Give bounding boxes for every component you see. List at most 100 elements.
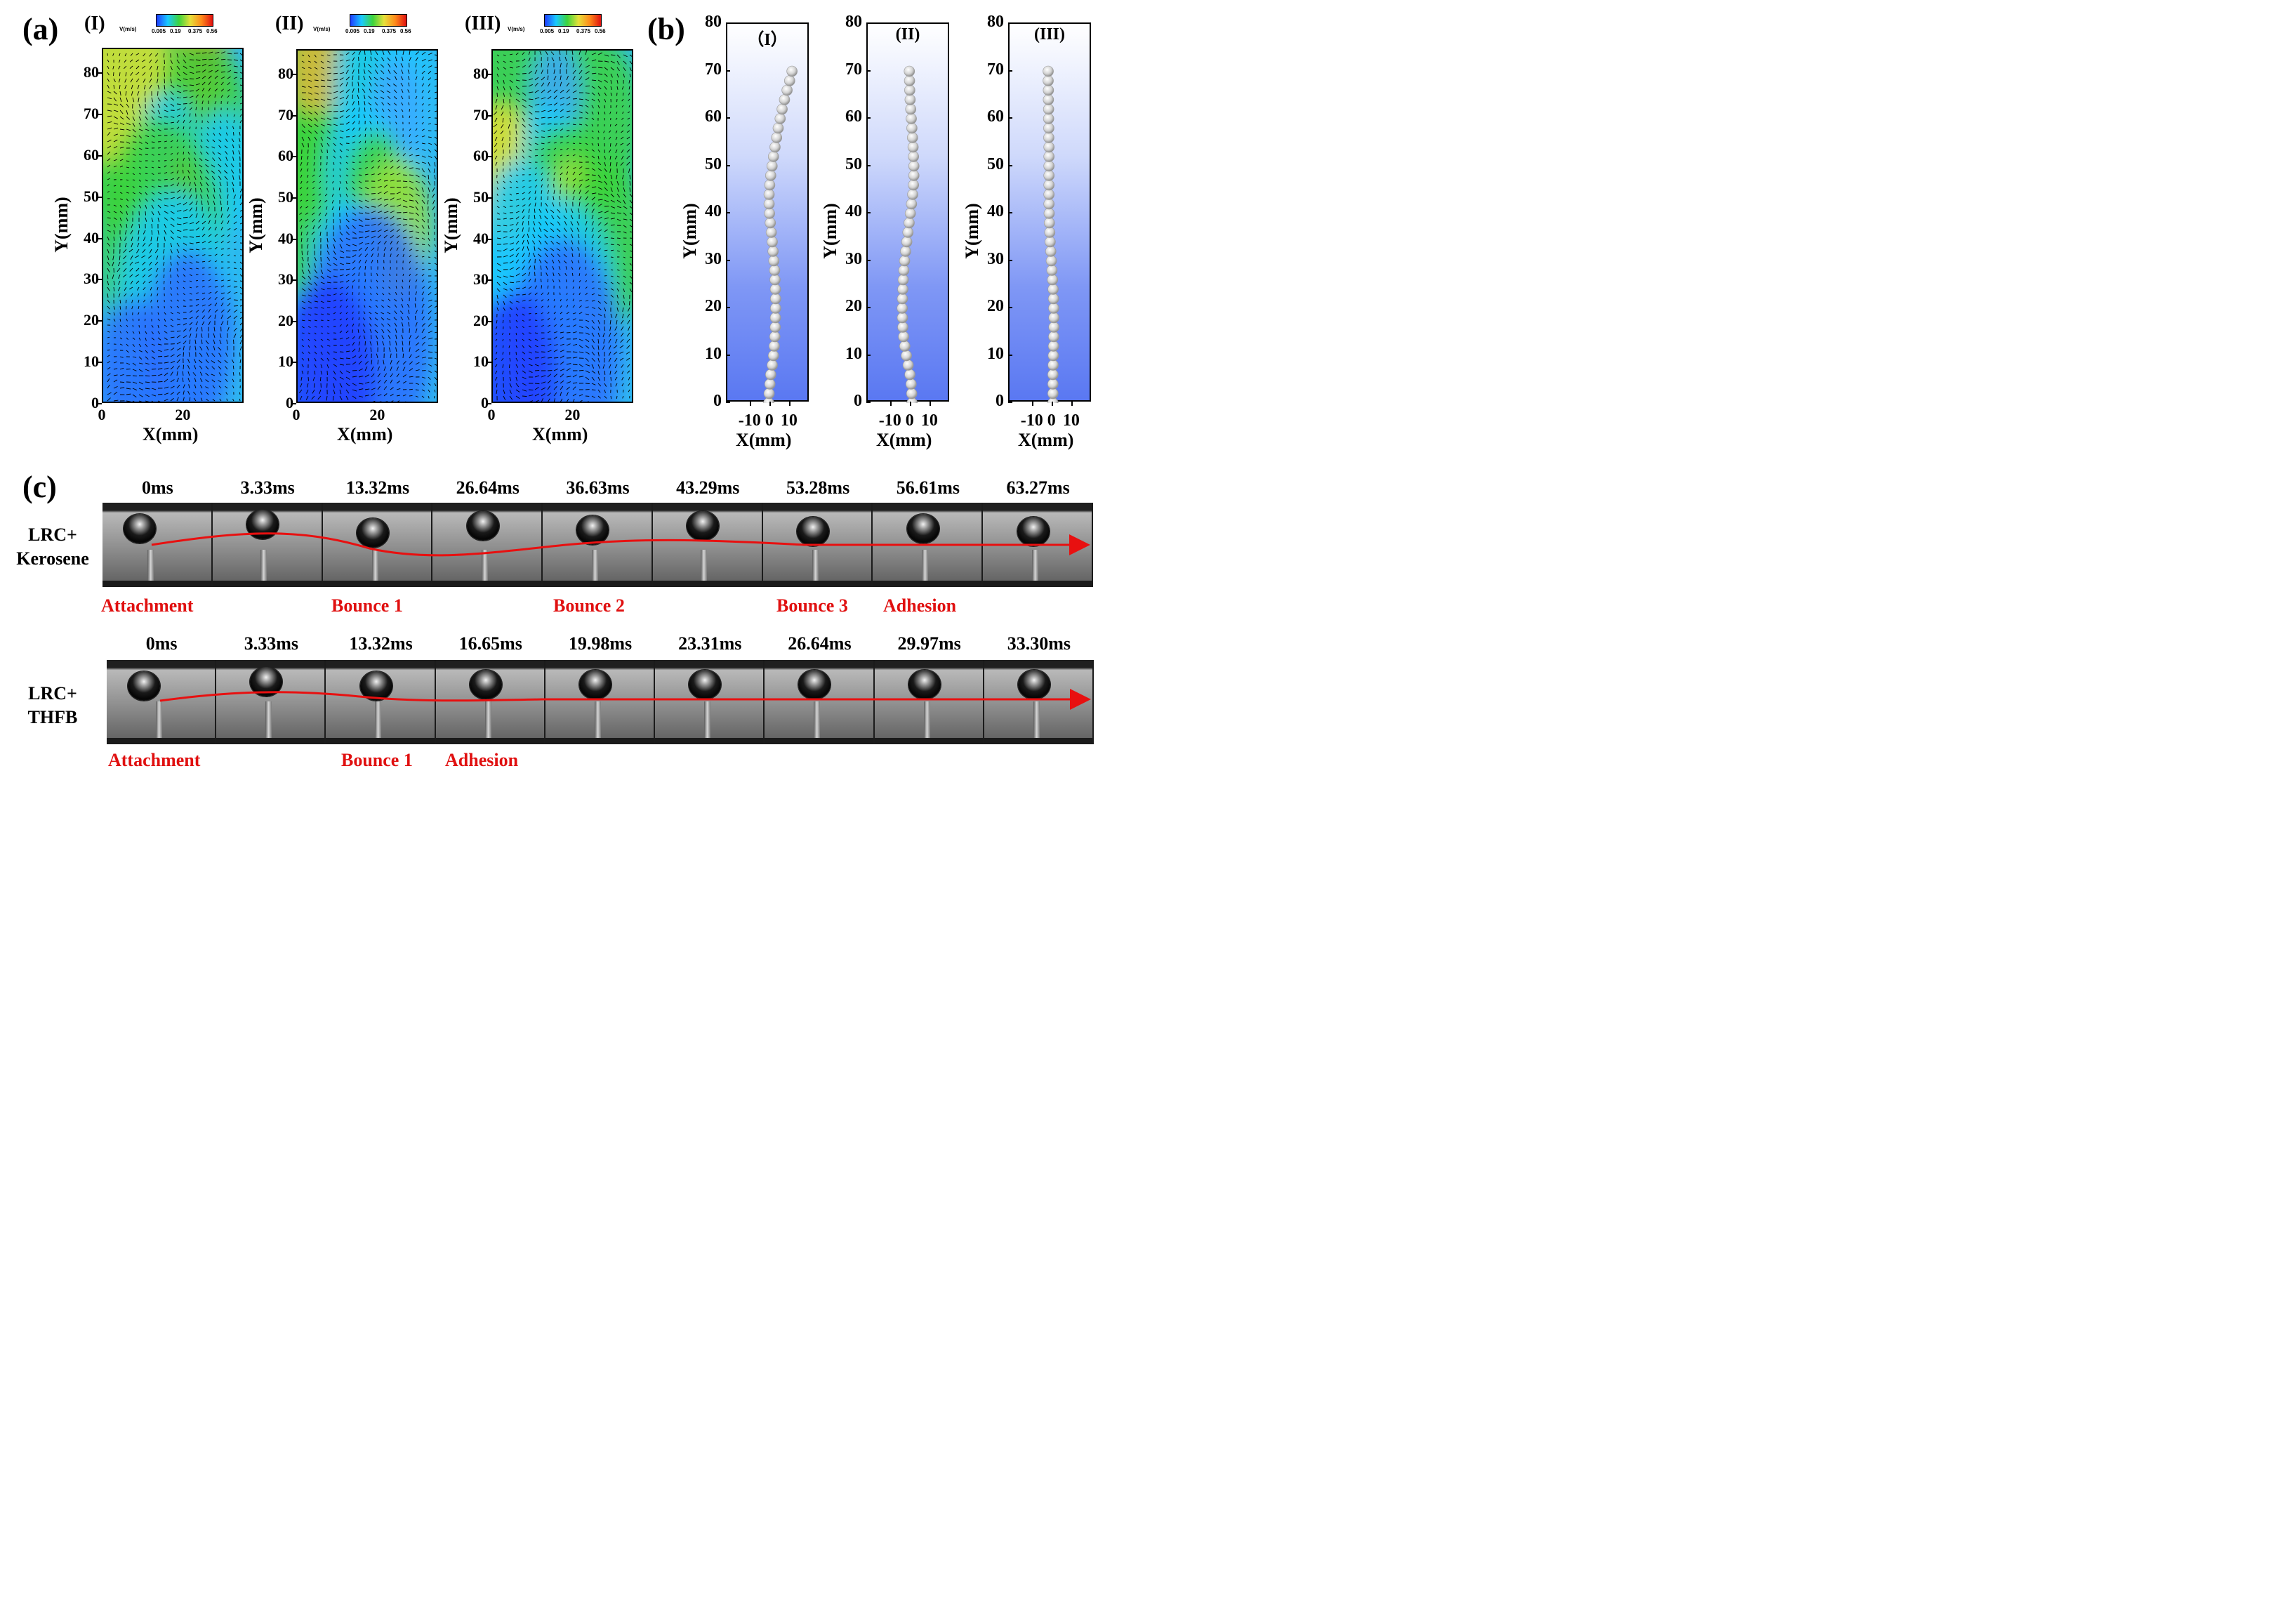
- frame-bottom-bar-2-0: [107, 738, 216, 744]
- colorbar-tick-2-0: 0.005: [345, 28, 360, 34]
- trajectory-point-3-14: [1046, 265, 1058, 276]
- trajectory-point-3-17: [1045, 236, 1056, 248]
- time-label-1-1: 3.33ms: [240, 477, 295, 498]
- trajectory-point-2-2: [906, 378, 917, 390]
- panel-b-3-ytick: 40: [987, 202, 1004, 220]
- panel-a-3-ytick-mark: [488, 156, 491, 158]
- event-label-2-1: Bounce 1: [341, 750, 413, 770]
- trajectory-point-3-28: [1043, 132, 1054, 143]
- colorbar-2: [350, 14, 407, 27]
- trajectory-point-3-24: [1043, 170, 1054, 181]
- panel-a-subpanel-label-3: (III): [465, 13, 501, 34]
- panel-a-3-ytick-mark: [488, 279, 491, 282]
- velocity-field-3: [491, 49, 633, 403]
- panel-b-1-ytick: 80: [705, 13, 722, 31]
- panel-b-1-ytick-mark: [726, 70, 730, 72]
- trajectory-point-1-28: [771, 132, 783, 143]
- trajectory-point-1-30: [774, 113, 786, 124]
- trajectory-plot-2: [866, 22, 949, 403]
- trajectory-arrow-svg-1: [151, 532, 1090, 557]
- panel-b-2-ytick-mark: [866, 354, 871, 356]
- trajectory-point-3-3: [1047, 369, 1059, 381]
- panel-a-1-ylabel: Y(mm): [51, 197, 72, 253]
- colorbar-tick-2-1: 0.19: [364, 28, 375, 34]
- trajectory-point-3-9: [1048, 312, 1060, 324]
- panel-a-1-ytick-mark: [98, 237, 102, 239]
- droplet-1-8: [1017, 517, 1050, 546]
- panel-a-2-ytick: 80: [278, 65, 293, 83]
- panel-a-1-ytick: 80: [84, 63, 99, 81]
- event-label-1-4: Adhesion: [883, 595, 957, 616]
- droplet-2-7: [908, 670, 941, 699]
- trajectory-point-2-27: [907, 141, 919, 153]
- panel-b-1-ytick: 50: [705, 154, 722, 173]
- trajectory-point-3-35: [1043, 65, 1054, 77]
- panel-b-2-ytick-mark: [866, 259, 871, 261]
- trajectory-point-2-12: [897, 284, 908, 295]
- panel-a-2-ytick: 60: [278, 147, 293, 165]
- trajectory-arrow-svg-2: [159, 689, 1091, 710]
- panel-a-2-ytick: 50: [278, 187, 293, 206]
- trajectory-point-1-8: [769, 322, 781, 333]
- trajectory-point-1-19: [765, 217, 776, 229]
- droplet-2-3: [469, 670, 502, 699]
- trajectory-point-1-20: [764, 208, 775, 219]
- trajectory-point-3-22: [1043, 189, 1054, 200]
- panel-b-2-xlabel: X(mm): [876, 430, 932, 450]
- event-label-2-0: Attachment: [108, 750, 201, 770]
- panel-b-label: (b): [647, 12, 685, 46]
- trajectory-point-3-32: [1043, 94, 1054, 105]
- row-label-1-line2: Kerosene: [16, 548, 89, 569]
- needle-2-7: [923, 701, 930, 738]
- velocity-field-1: [102, 48, 244, 403]
- trajectory-point-1-35: [786, 65, 798, 77]
- panel-b-3-ytick: 10: [987, 344, 1004, 363]
- panel-b-1-xtick: 0: [765, 411, 774, 430]
- trajectory-point-3-20: [1043, 208, 1055, 219]
- colorbar-1: [156, 14, 213, 27]
- frame-2-0: [107, 660, 217, 744]
- droplet-1-5: [687, 511, 720, 541]
- trajectory-point-1-1: [763, 388, 775, 400]
- frame-bottom-bar-1-1: [212, 581, 322, 587]
- trajectory-point-2-25: [908, 160, 920, 172]
- trajectory-point-2-3: [904, 369, 915, 381]
- panel-b-3-xtick: 0: [1047, 411, 1056, 430]
- frame-bottom-bar-2-1: [216, 738, 325, 744]
- panel-b-3-xtick-mark: [1051, 402, 1053, 406]
- panel-a-3-ytick: 60: [473, 147, 489, 165]
- frame-bottom-bar-1-7: [873, 581, 982, 587]
- trajectory-point-3-15: [1045, 255, 1057, 267]
- trajectory-point-1-31: [776, 103, 788, 115]
- trajectory-point-1-21: [763, 198, 775, 210]
- panel-a-3-ytick-mark: [488, 320, 491, 322]
- panel-a-3-ytick-mark: [488, 403, 491, 404]
- trajectory-point-3-12: [1047, 284, 1059, 295]
- panel-b-1-ytick-mark: [726, 117, 730, 119]
- panel-a-2-ytick-mark: [293, 362, 296, 364]
- panel-b-3-ytick-mark: [1008, 259, 1012, 261]
- panel-b-1-ytick: 70: [705, 60, 722, 79]
- panel-a-2-xtick: 0: [292, 406, 300, 423]
- needle-2-8: [1033, 701, 1040, 738]
- trajectory-arrow-2: [159, 689, 1091, 710]
- trajectory-svg-3: [1043, 65, 1060, 403]
- panel-b-1-xtick-mark: [769, 402, 771, 406]
- droplet-2-2: [359, 671, 392, 701]
- trajectory-point-1-10: [770, 303, 781, 314]
- needle-1-1: [260, 550, 267, 581]
- time-label-1-0: 0ms: [141, 477, 173, 498]
- trajectory-point-1-32: [779, 94, 791, 105]
- needle-1-6: [812, 550, 819, 581]
- trajectory-point-3-31: [1043, 103, 1054, 115]
- panel-a-3-ytick: 70: [473, 105, 489, 124]
- panel-a-3-ytick: 20: [473, 311, 489, 329]
- panel-b-3-ytick-mark: [1008, 164, 1012, 166]
- trajectory-point-1-25: [766, 160, 778, 172]
- trajectory-plot-1: [726, 22, 809, 403]
- trajectory-point-1-27: [769, 141, 781, 153]
- trajectory-point-2-18: [902, 227, 914, 238]
- panel-b-2-ytick-mark: [866, 402, 871, 403]
- trajectory-svg-1: [763, 65, 798, 403]
- panel-b-2-ytick-mark: [866, 164, 871, 166]
